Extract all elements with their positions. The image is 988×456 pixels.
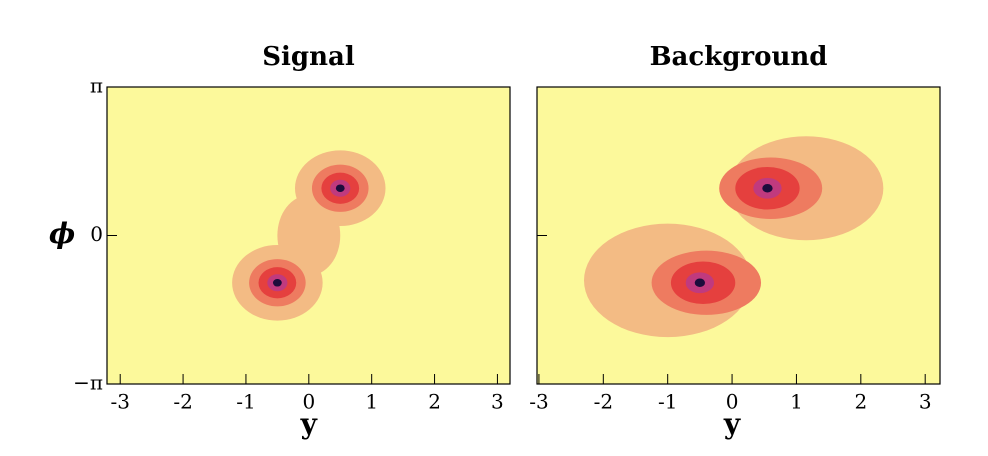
x-tick-label: -2 [173,390,192,414]
density-region [762,183,773,193]
x-tick-label: -3 [529,390,548,414]
x-tick-label: 3 [491,390,504,414]
plot-background [537,87,940,384]
density-region [335,184,345,193]
x-tick-label: 2 [854,390,867,414]
y-tick-label: π [90,74,103,98]
x-axis-label: y [723,408,741,441]
x-tick-label: 1 [790,390,803,414]
panel-title: Signal [262,42,355,72]
density-region [694,278,706,288]
density-region [277,195,341,276]
y-tick-label: −π [73,371,103,395]
x-tick-label: 0 [726,390,739,414]
y-tick-label: 0 [90,222,103,246]
density-region [272,278,282,287]
panel-title: Background [650,42,828,72]
x-tick-label: 3 [919,390,932,414]
x-tick-label: 2 [428,390,441,414]
x-tick-label: -1 [658,390,677,414]
x-tick-label: 0 [302,390,315,414]
x-tick-label: -3 [110,390,129,414]
x-tick-label: 1 [365,390,378,414]
x-tick-label: -2 [594,390,613,414]
y-axis-label: ϕ [49,217,75,250]
x-tick-label: -1 [236,390,255,414]
x-axis-label: y [300,408,318,441]
